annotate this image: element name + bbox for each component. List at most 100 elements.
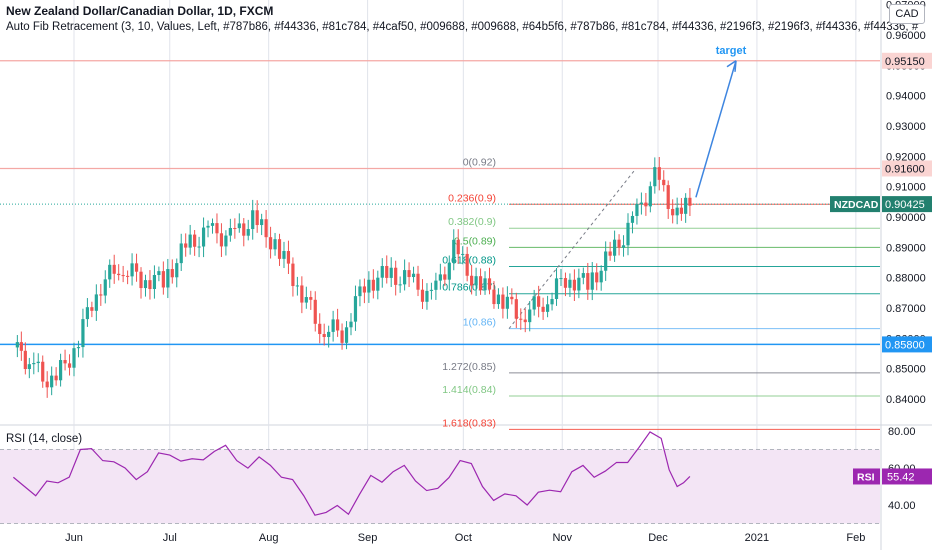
candle-body	[635, 203, 639, 216]
candle-body	[286, 251, 291, 264]
candle-body	[353, 296, 358, 322]
candle-body	[358, 286, 362, 297]
candle-body	[260, 219, 264, 226]
candle-body	[130, 263, 134, 277]
candle-body	[653, 167, 657, 187]
candle-body	[639, 202, 644, 204]
price-label-box	[882, 52, 932, 69]
candle-body	[121, 275, 125, 277]
last-price-label: 0.90425	[885, 199, 925, 211]
candle-body	[577, 277, 581, 291]
candle-body	[559, 278, 563, 280]
candle-body	[398, 284, 402, 286]
y-tick-label: 0.91000	[886, 182, 926, 194]
candle-body	[474, 276, 478, 286]
candle-body	[523, 319, 527, 323]
price-label: 0.95150	[885, 56, 925, 68]
candle-body	[621, 245, 626, 248]
candle-body	[67, 363, 72, 368]
candle-body	[648, 186, 652, 207]
symbol-label: NZDCAD	[834, 199, 879, 211]
candle-body	[470, 275, 474, 286]
x-tick-label: Aug	[259, 532, 279, 544]
candle-body	[456, 239, 460, 255]
chart-title: New Zealand Dollar/Canadian Dollar, 1D, …	[6, 4, 274, 18]
candle-body	[617, 239, 621, 248]
candle-body	[268, 237, 273, 250]
candle-body	[340, 330, 344, 343]
currency-button[interactable]: CAD	[889, 4, 925, 24]
candle-body	[461, 253, 465, 255]
candle-body	[23, 350, 27, 370]
candle-body	[403, 270, 407, 285]
candle-body	[514, 299, 518, 319]
candle-body	[309, 297, 313, 300]
candle-body	[63, 360, 67, 364]
candle-body	[411, 273, 416, 278]
y-tick-label: 0.96000	[886, 30, 926, 42]
candle-body	[126, 275, 130, 277]
y-tick-label: 0.87000	[886, 303, 926, 315]
candle-body	[478, 276, 483, 291]
y-tick-label: 0.92000	[886, 151, 926, 163]
candle-body	[99, 294, 103, 296]
candle-body	[550, 299, 554, 305]
y-tick-label: 0.84000	[886, 394, 926, 406]
candle-body	[184, 243, 188, 248]
candle-body	[246, 229, 250, 236]
candle-body	[630, 215, 635, 223]
candle-body	[554, 278, 559, 300]
candle-body	[331, 319, 335, 332]
fib-level-label: 0.786(0.87)	[442, 282, 496, 294]
candle-body	[595, 272, 599, 283]
candle-body	[210, 223, 215, 226]
x-tick-label: Nov	[552, 532, 572, 544]
candle-body	[644, 202, 648, 207]
candle-body	[304, 297, 308, 303]
candle-body	[322, 334, 326, 338]
rsi-value-box	[882, 468, 932, 485]
candle-body	[545, 304, 550, 312]
candle-body	[608, 251, 612, 256]
candle-body	[112, 264, 116, 274]
candle-body	[416, 273, 420, 290]
candle-body	[563, 278, 568, 288]
candle-body	[175, 263, 179, 278]
y-tick-label: 0.85000	[886, 364, 926, 376]
candle-body	[76, 347, 81, 349]
fib-level-label: 0.618(0.88)	[442, 254, 496, 266]
target-annotation: target	[716, 45, 747, 57]
candle-body	[657, 167, 661, 180]
candle-body	[108, 264, 112, 280]
candle-body	[139, 271, 143, 289]
candle-body	[295, 285, 299, 287]
fib-level-label: 1(0.86)	[463, 317, 496, 329]
candle-body	[45, 381, 49, 388]
candle-body	[201, 227, 206, 247]
candle-body	[143, 280, 148, 289]
candle-body	[586, 273, 590, 290]
indicator-legend[interactable]: Auto Fib Retracement (3, 10, Values, Lef…	[6, 21, 919, 33]
candle-body	[385, 266, 389, 278]
candle-body	[371, 279, 375, 291]
candle-body	[496, 294, 501, 305]
fib-level-label: 1.414(0.84)	[442, 384, 496, 396]
candle-body	[313, 299, 317, 324]
candle-body	[675, 207, 679, 216]
candle-body	[362, 286, 367, 293]
candle-body	[206, 225, 210, 228]
candle-body	[425, 290, 429, 302]
candle-body	[335, 319, 340, 331]
candle-body	[581, 273, 585, 278]
candle-body	[443, 274, 447, 280]
candle-body	[344, 327, 349, 343]
price-label: 0.91600	[885, 163, 925, 175]
candle-body	[572, 279, 576, 291]
candle-body	[224, 235, 228, 247]
rsi-legend[interactable]: RSI (14, close)	[6, 433, 83, 445]
x-tick-label: Jul	[163, 532, 177, 544]
candle-body	[604, 251, 608, 271]
candle-body	[487, 278, 492, 290]
candle-body	[81, 319, 85, 348]
